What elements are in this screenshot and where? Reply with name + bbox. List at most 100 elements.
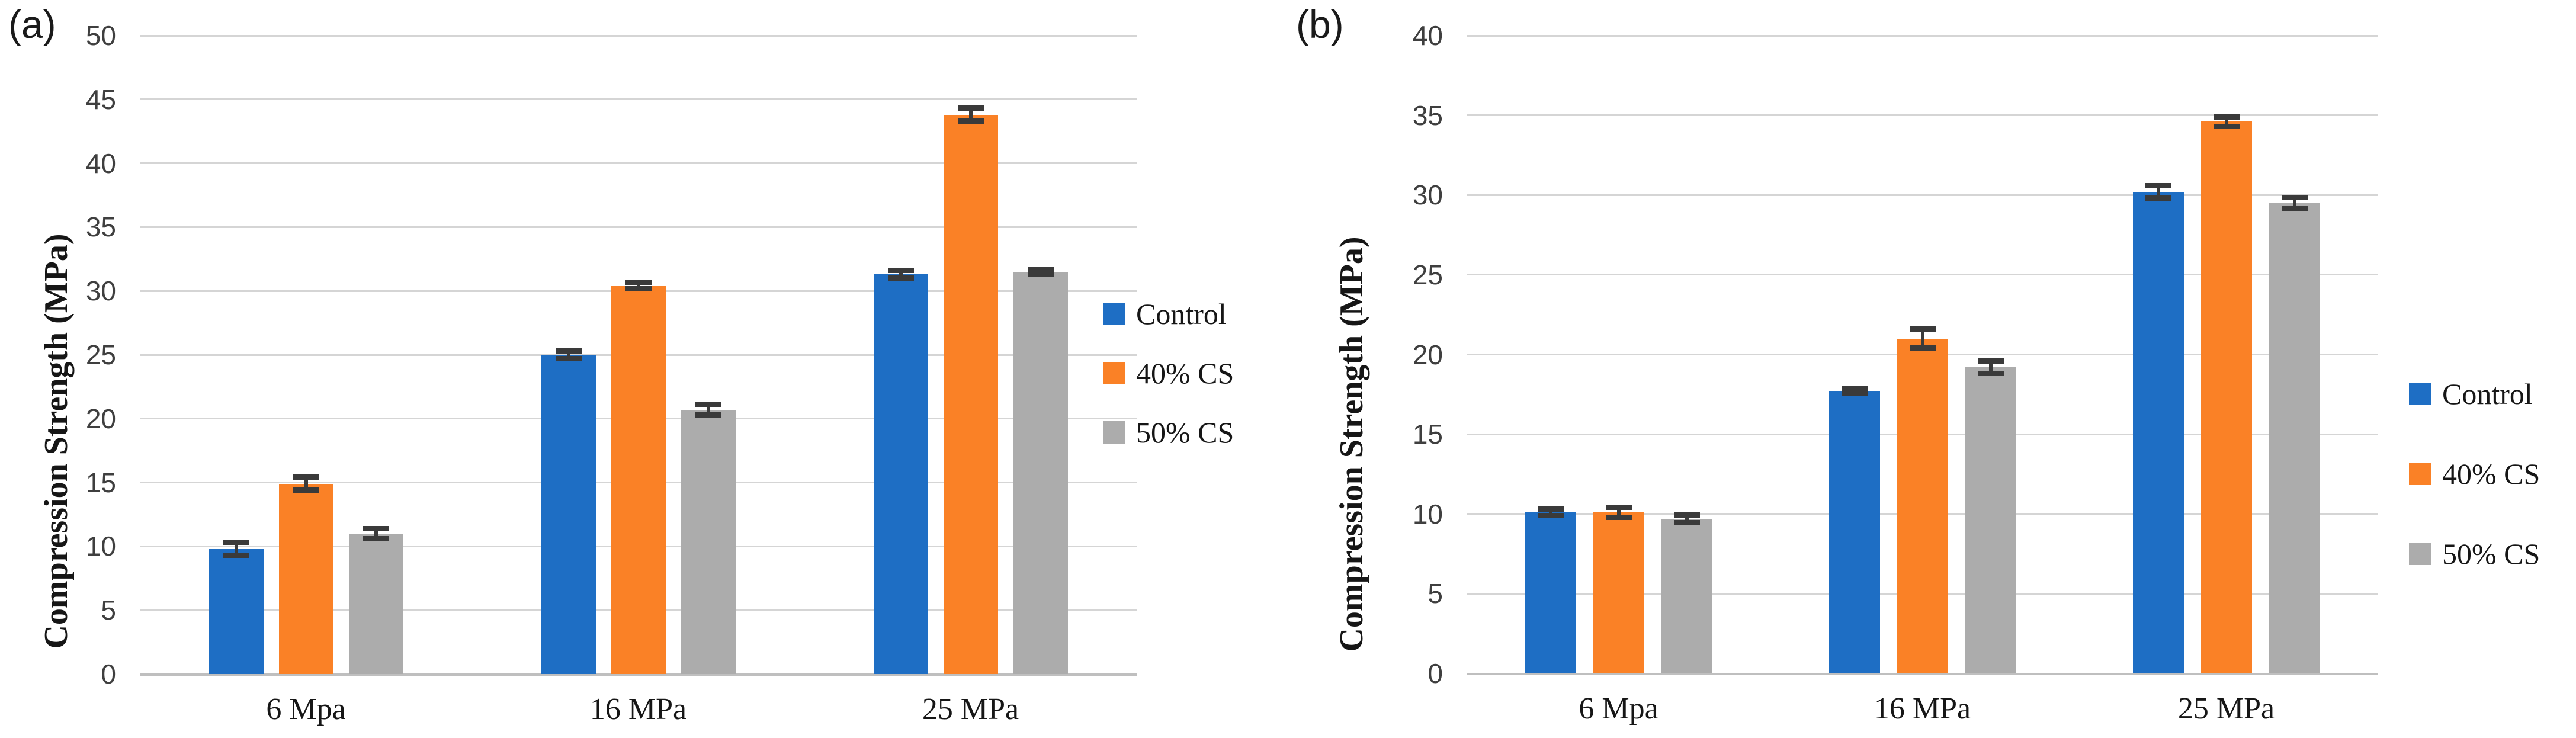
error-bar-cap (887, 275, 914, 281)
y-tick-label: 5 (1427, 578, 1443, 609)
bar (1828, 391, 1880, 673)
y-tick-label: 10 (1412, 498, 1443, 530)
gridline (140, 673, 1137, 676)
bar (348, 533, 403, 674)
y-tick-label: 50 (85, 20, 116, 51)
legend-label: 50% CS (2442, 537, 2540, 570)
error-bar-cap (1537, 506, 1564, 512)
legend-item: 40% CS (1103, 358, 1234, 388)
bar (2132, 191, 2184, 673)
y-tick-label: 40 (1412, 20, 1443, 51)
error-bar-cap (1841, 386, 1868, 392)
bar (1593, 512, 1644, 673)
y-tick-label: 30 (1412, 179, 1443, 211)
bar (1525, 512, 1576, 673)
error-bar-cap (887, 268, 914, 274)
legend-label: 50% CS (1136, 416, 1234, 449)
error-bar (234, 542, 238, 556)
gridline (1467, 672, 2378, 675)
error-bar (304, 477, 308, 490)
error-bar-cap (2281, 194, 2308, 200)
panel-label-b: (b) (1296, 2, 1344, 46)
error-bar-cap (2213, 123, 2240, 129)
gridline (1467, 114, 2378, 117)
error-bar-cap (695, 402, 721, 407)
error-bar (706, 405, 710, 415)
panel-label-a: (a) (8, 2, 56, 46)
plot-area: 0 5 10 15 20 25 30 35 40 6 Mpa 16 MPa 25 MPa (1413, 22, 2378, 724)
chart-panel-a: (a) Compression Strength (MPa) 0 5 10 15 20 2… (8, 2, 1234, 726)
error-bar (1616, 507, 1621, 518)
bar (1897, 338, 1948, 673)
bar (1661, 518, 1712, 673)
error-bar-cap (293, 487, 319, 493)
error-bar (566, 351, 570, 359)
y-tick-label: 25 (1412, 259, 1443, 290)
y-tick-label: 10 (85, 531, 116, 562)
error-bar-cap (1909, 345, 1936, 351)
y-tick-label: 5 (101, 595, 116, 626)
error-bar-cap (1027, 267, 1054, 273)
error-bar (2156, 185, 2160, 198)
gridline (140, 226, 1137, 228)
bar (681, 409, 736, 674)
bar (208, 548, 264, 674)
legend-item: 40% CS (2409, 459, 2540, 489)
error-bar (636, 283, 640, 289)
error-bar-cap (1977, 358, 2004, 364)
error-bar-cap (1909, 326, 1936, 332)
error-bar-cap (223, 540, 249, 546)
legend-swatch (2409, 463, 2431, 485)
bar (1013, 271, 1068, 674)
gridline (1467, 274, 2378, 276)
y-tick-label: 45 (85, 84, 116, 115)
legend-item: 50% CS (2409, 539, 2540, 569)
x-category-label: 25 MPa (922, 692, 1019, 726)
gridline (140, 162, 1137, 165)
error-bar-cap (1027, 271, 1054, 277)
bar (2200, 121, 2252, 673)
bar (278, 483, 333, 674)
x-category-label: 16 MPa (1874, 692, 1971, 726)
error-bar (968, 108, 973, 121)
gridline (1467, 194, 2378, 196)
error-bar (899, 270, 903, 278)
y-tick-label: 20 (1412, 339, 1443, 370)
error-bar-cap (2213, 114, 2240, 120)
gridline (140, 34, 1137, 37)
legend-swatch (1103, 362, 1125, 384)
chart-panel-b: (b) Compression Strength (MPa) 0 5 10 15 20 2… (1288, 0, 2576, 738)
error-bar-cap (555, 348, 582, 354)
y-tick-label: 40 (85, 147, 116, 179)
x-category-label: 6 Mpa (266, 692, 346, 726)
bar (2269, 203, 2320, 673)
error-bar (1685, 515, 1689, 523)
y-tick-label: 25 (85, 339, 116, 370)
error-bar-cap (957, 118, 984, 124)
error-bar-cap (2145, 195, 2171, 201)
error-bar (1548, 509, 1552, 516)
error-bar-cap (625, 280, 652, 285)
bar (873, 274, 928, 674)
error-bar (1988, 361, 1993, 374)
legend-item: Control (1103, 299, 1227, 329)
error-bar-cap (2281, 206, 2308, 211)
y-tick-label: 30 (85, 275, 116, 307)
y-tick-label: 0 (1427, 658, 1443, 689)
bar (541, 355, 596, 674)
legend-label: 40% CS (2442, 457, 2540, 490)
error-bar-cap (293, 474, 319, 480)
x-category-label: 25 MPa (2177, 692, 2275, 726)
gridline (140, 98, 1137, 101)
error-bar (2292, 197, 2296, 209)
x-category-label: 16 MPa (589, 692, 687, 726)
legend-item: 50% CS (1103, 418, 1234, 447)
legend-label: Control (1136, 297, 1227, 331)
error-bar-cap (1605, 514, 1632, 520)
legend-swatch (2409, 383, 2431, 405)
bar (611, 285, 666, 674)
legend-item: Control (2409, 379, 2533, 409)
y-tick-label: 0 (101, 659, 116, 689)
error-bar-cap (695, 412, 721, 418)
